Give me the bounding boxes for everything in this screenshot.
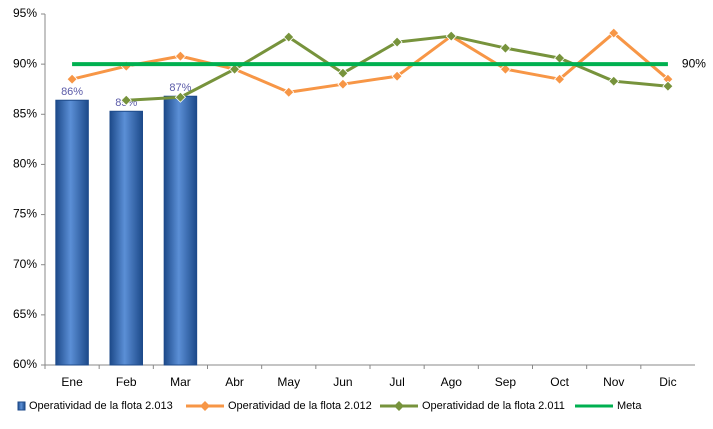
marker	[445, 30, 457, 42]
y-tick-label: 70%	[13, 257, 37, 271]
marker	[499, 42, 511, 54]
line	[71, 31, 669, 94]
legend-text: Operatividad de la flota 2.013	[29, 400, 173, 412]
data-label: 90%	[682, 56, 706, 70]
y-tick-label: 85%	[13, 106, 37, 120]
x-tick-label: Ago	[441, 375, 463, 389]
marker	[662, 80, 674, 92]
legend-text: Meta	[617, 400, 642, 412]
y-tick-label: 90%	[13, 56, 37, 70]
bar	[55, 99, 89, 366]
marker	[120, 94, 132, 106]
marker	[554, 73, 566, 85]
y-tick-label: 75%	[13, 207, 37, 221]
marker	[283, 31, 295, 43]
legend-marker	[394, 401, 404, 411]
legend-text: Operatividad de la flota 2.011	[422, 400, 565, 412]
marker	[337, 78, 349, 90]
x-tick-label: Feb	[116, 375, 137, 389]
marker	[608, 27, 620, 39]
x-tick-label: Jul	[389, 375, 404, 389]
marker	[283, 86, 295, 98]
legend-text: Operatividad de la flota 2.012	[228, 400, 372, 412]
x-tick-label: Ene	[61, 375, 83, 389]
x-tick-label: Dic	[659, 375, 676, 389]
y-tick-label: 65%	[13, 307, 37, 321]
marker	[174, 91, 186, 103]
bar-label: 87%	[169, 82, 191, 94]
y-tick-label: 80%	[13, 157, 37, 171]
x-tick-label: Oct	[550, 375, 569, 389]
x-tick-label: Sep	[495, 375, 517, 389]
bar-label: 86%	[61, 86, 83, 98]
x-tick-label: Abr	[225, 375, 244, 389]
marker	[66, 73, 78, 85]
marker	[391, 36, 403, 48]
marker	[499, 63, 511, 75]
x-tick-label: Nov	[603, 375, 624, 389]
marker	[391, 70, 403, 82]
marker	[608, 75, 620, 87]
x-tick-label: Jun	[333, 375, 352, 389]
marker	[229, 63, 241, 75]
marker	[174, 50, 186, 62]
marker	[554, 52, 566, 64]
bar	[163, 95, 198, 366]
x-tick-label: Mar	[170, 375, 191, 389]
legend-swatch	[17, 401, 26, 411]
bar	[109, 110, 143, 366]
x-tick-label: May	[277, 375, 300, 389]
marker	[337, 67, 349, 79]
y-tick-label: 95%	[13, 6, 37, 20]
y-tick-label: 60%	[13, 357, 37, 371]
legend-marker	[200, 401, 210, 411]
